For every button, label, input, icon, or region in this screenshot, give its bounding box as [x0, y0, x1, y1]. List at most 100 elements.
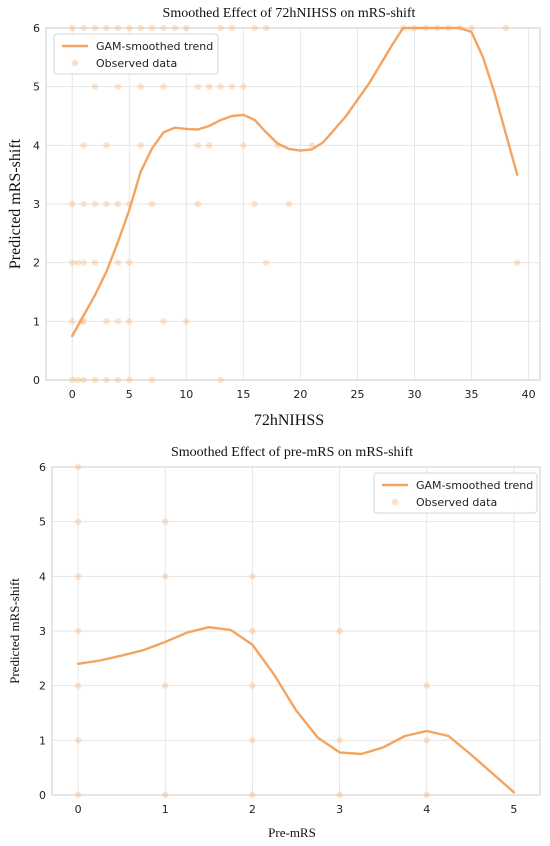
data-point: [69, 376, 76, 384]
data-point: [262, 259, 270, 266]
data-point: [126, 259, 133, 266]
data-point: [103, 376, 110, 384]
data-point: [91, 259, 99, 266]
data-point: [423, 737, 430, 744]
data-point: [502, 24, 509, 32]
data-point: [249, 682, 256, 689]
gam-trend-line: [71, 26, 519, 338]
data-point: [69, 318, 76, 325]
y-tick-label: 5: [33, 81, 40, 94]
y-tick-label: 4: [33, 139, 40, 152]
x-tick-label: 15: [236, 388, 250, 401]
x-tick-label: 40: [522, 388, 536, 401]
data-point: [114, 259, 122, 266]
data-point: [194, 83, 201, 90]
plot-frame: [51, 466, 541, 796]
data-point: [91, 83, 99, 90]
data-point: [114, 200, 122, 208]
data-point: [240, 142, 247, 149]
y-tick-label: 3: [33, 198, 40, 211]
data-point: [137, 83, 144, 90]
x-axis-label: 72hNIHSS: [254, 412, 324, 429]
data-point: [249, 737, 256, 744]
y-tick-label: 0: [39, 789, 46, 802]
x-tick-label: 1: [162, 803, 169, 816]
data-point: [336, 737, 343, 744]
data-point: [249, 627, 256, 635]
observed-points: [74, 463, 430, 799]
legend: GAM-smoothed trend Observed data: [373, 472, 538, 514]
data-point: [217, 24, 224, 32]
data-point: [262, 24, 270, 32]
x-axis-label: Pre-mRS: [268, 825, 316, 840]
data-point: [74, 573, 82, 580]
y-tick-label: 2: [33, 257, 40, 270]
data-point: [114, 24, 122, 32]
data-point: [513, 259, 521, 266]
legend-trend-label: GAM-smoothed trend: [96, 40, 213, 53]
data-point: [74, 627, 82, 635]
data-point: [80, 200, 87, 208]
data-point: [468, 24, 475, 32]
data-point: [103, 24, 110, 32]
x-tick-label: 0: [69, 388, 76, 401]
legend-points-label: Observed data: [416, 496, 497, 509]
data-point: [183, 318, 190, 325]
data-point: [205, 142, 213, 149]
x-tick-label: 5: [126, 388, 133, 401]
chart-title: Smoothed Effect of 72hNIHSS on mRS-shift: [163, 6, 416, 21]
data-point: [74, 791, 82, 799]
data-point: [91, 376, 99, 384]
data-point: [148, 376, 156, 384]
data-point: [160, 24, 167, 32]
data-point: [162, 518, 169, 525]
x-tick-label: 0: [75, 803, 82, 816]
data-point: [205, 83, 213, 90]
data-point: [148, 200, 156, 208]
legend-box: [373, 472, 538, 514]
legend: GAM-smoothed trend Observed data: [53, 33, 219, 75]
data-point: [171, 24, 179, 32]
data-point: [423, 791, 430, 799]
data-point: [91, 200, 99, 208]
data-point: [240, 83, 247, 90]
chart-title: Smoothed Effect of pre-mRS on mRS-shift: [171, 445, 413, 460]
data-point: [69, 200, 76, 208]
y-tick-label: 0: [33, 374, 40, 387]
data-point: [217, 83, 224, 90]
y-axis-label: Predicted mRS-shift: [7, 578, 22, 684]
data-point: [228, 24, 236, 32]
y-tick-label: 5: [39, 516, 46, 529]
x-tick-label: 4: [423, 803, 430, 816]
data-point: [80, 24, 87, 32]
data-point: [162, 682, 169, 689]
data-point: [74, 376, 82, 384]
data-point: [160, 83, 167, 90]
x-tick-label: 20: [293, 388, 307, 401]
data-point: [423, 682, 430, 689]
data-point: [285, 200, 293, 208]
y-tick-label: 3: [39, 625, 46, 638]
data-point: [160, 318, 167, 325]
data-point: [103, 318, 110, 325]
y-tick-label: 6: [39, 461, 46, 474]
data-point: [194, 200, 201, 208]
data-point: [74, 463, 82, 471]
data-point: [91, 24, 99, 32]
data-point: [80, 142, 87, 149]
data-point: [74, 518, 82, 525]
x-tick-label: 35: [465, 388, 479, 401]
data-point: [228, 83, 236, 90]
data-point: [126, 24, 133, 32]
data-point: [162, 573, 169, 580]
x-tick-label: 30: [408, 388, 422, 401]
y-axis-label: Predicted mRS-shift: [7, 138, 24, 269]
x-tick-label: 3: [336, 803, 343, 816]
data-point: [74, 737, 82, 744]
data-point: [249, 573, 256, 580]
data-point: [249, 791, 256, 799]
data-point: [103, 142, 110, 149]
data-point: [217, 376, 224, 384]
legend-point-swatch: [391, 498, 399, 506]
